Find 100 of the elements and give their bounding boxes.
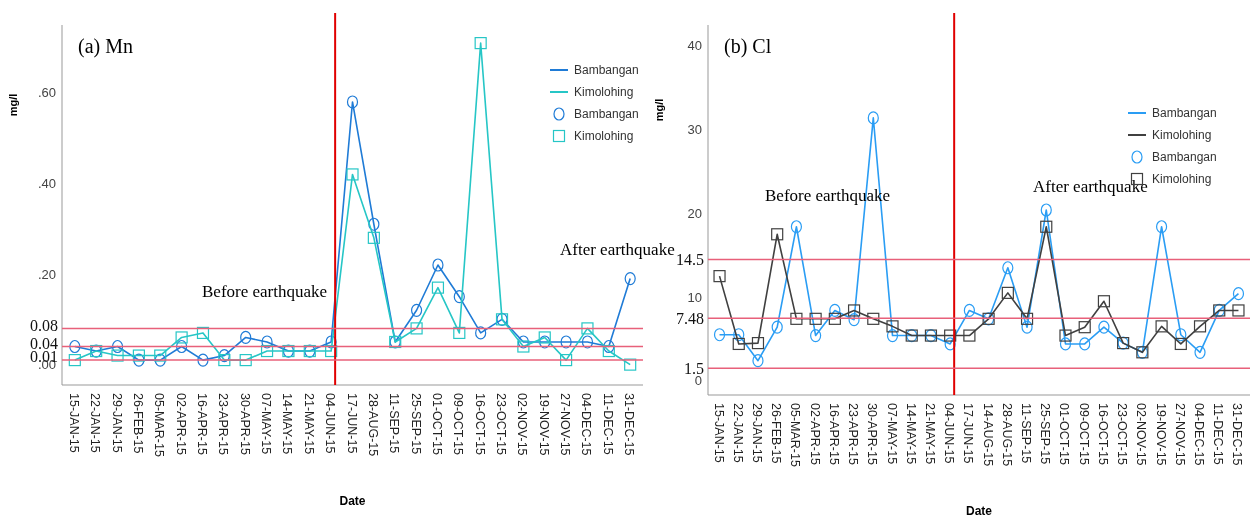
x-tick-label: 30-APR-15	[865, 403, 880, 465]
x-tick-label: 04-DEC-15	[1192, 403, 1207, 466]
x-tick-label: 17-JUN-15	[344, 393, 359, 454]
y-tick-label: .60	[37, 85, 56, 101]
point	[1232, 287, 1245, 301]
y-axis-title: mg/l	[7, 93, 19, 117]
annotation: After earthquake	[1033, 177, 1148, 196]
point	[539, 335, 551, 349]
point	[538, 331, 551, 344]
ref-line-label: 0.04	[30, 334, 58, 352]
point	[848, 313, 860, 327]
point	[886, 320, 899, 333]
x-tick-label: 19-NOV-15	[1153, 403, 1168, 466]
point	[517, 340, 530, 353]
x-tick-label: 25-SEP-15	[1038, 403, 1053, 465]
x-tick-label: 23-OCT-15	[1115, 403, 1130, 465]
point	[1193, 320, 1207, 333]
point	[790, 220, 803, 234]
point	[713, 270, 726, 283]
x-axis-title: Date	[965, 504, 993, 518]
x-tick-label: 14-AUG-15	[980, 403, 995, 467]
point	[260, 344, 274, 358]
x-tick-label: 25-SEP-15	[408, 393, 423, 455]
point	[261, 335, 273, 349]
point	[560, 353, 573, 367]
point	[1194, 345, 1206, 359]
point	[713, 328, 726, 342]
ref-line-label: 7.48	[676, 309, 704, 327]
x-tick-label: 16-OCT-15	[472, 393, 487, 455]
point	[410, 322, 423, 335]
x-tick-label: 07-MAY-15	[259, 393, 274, 455]
point	[1155, 220, 1168, 234]
legend-label: Kimolohing	[574, 85, 634, 100]
point	[1002, 261, 1014, 275]
point	[752, 354, 764, 368]
x-tick-label: 21-MAY-15	[301, 393, 316, 455]
x-tick-label: 28-AUG-15	[365, 393, 380, 457]
x-tick-label: 30-APR-15	[237, 393, 252, 455]
point	[1175, 328, 1187, 342]
point	[240, 330, 252, 345]
point	[560, 335, 572, 349]
point	[944, 337, 956, 351]
text: Bambangan	[1152, 150, 1217, 165]
x-tick-label: 23-OCT-15	[494, 393, 509, 455]
point	[1232, 304, 1245, 317]
x-tick-label: 29-JAN-15	[109, 393, 124, 453]
x-tick-label: 26-FEB-15	[130, 393, 145, 454]
point	[474, 37, 487, 50]
point	[1040, 220, 1053, 233]
x-tick-label: 17-JUN-15	[961, 403, 976, 464]
x-tick-label: 04-DEC-15	[579, 393, 594, 456]
point	[963, 303, 975, 318]
x-tick-label: 01-OCT-15	[1057, 403, 1072, 465]
y-tick-label: 10	[687, 289, 702, 305]
y-tick-label: 30	[687, 122, 702, 138]
x-tick-label: 23-APR-15	[216, 393, 231, 455]
point	[367, 231, 380, 244]
point	[475, 326, 487, 340]
x-tick-label: 09-OCT-15	[451, 393, 466, 455]
point	[602, 344, 615, 358]
x-tick-label: 02-NOV-15	[1134, 403, 1149, 466]
point	[1098, 320, 1110, 334]
point	[624, 358, 637, 371]
x-tick-label: 19-NOV-15	[536, 393, 551, 456]
point	[829, 303, 841, 318]
x-tick-label: 07-MAY-15	[884, 403, 899, 465]
point	[733, 328, 745, 342]
x-axis-title: Date	[339, 494, 366, 508]
x-tick-label: 02-NOV-15	[515, 393, 530, 456]
point	[1059, 329, 1072, 342]
point	[809, 312, 822, 325]
legend-label: Bambangan	[1152, 106, 1217, 121]
point	[944, 329, 957, 342]
x-tick-label: 22-JAN-15	[730, 403, 745, 463]
x-tick-label: 11-DEC-15	[1211, 403, 1226, 465]
point	[325, 344, 338, 358]
point	[1059, 337, 1072, 351]
x-tick-label: 15-JAN-15	[711, 403, 726, 463]
x-tick-label: 31-DEC-15	[1230, 403, 1245, 466]
legend-label: Kimolohing	[1152, 172, 1212, 187]
point	[69, 339, 81, 354]
point	[1155, 320, 1168, 333]
x-tick-label: 09-OCT-15	[1076, 403, 1091, 465]
x-tick-label: 04-JUN-15	[323, 393, 338, 454]
y-tick-label: .20	[37, 266, 56, 282]
point	[197, 353, 209, 367]
point	[751, 337, 765, 350]
point	[154, 349, 167, 362]
text: Kimolohing	[574, 129, 634, 144]
point	[218, 348, 230, 363]
point	[732, 337, 745, 351]
point	[771, 320, 783, 334]
ref-line-label: 14.5	[676, 250, 704, 268]
x-tick-label: 27-NOV-15	[558, 393, 573, 456]
point	[517, 335, 529, 349]
point	[239, 353, 252, 367]
point	[1021, 320, 1033, 334]
point	[810, 328, 822, 343]
x-tick-label: 16-APR-15	[826, 403, 841, 465]
point	[581, 335, 594, 349]
